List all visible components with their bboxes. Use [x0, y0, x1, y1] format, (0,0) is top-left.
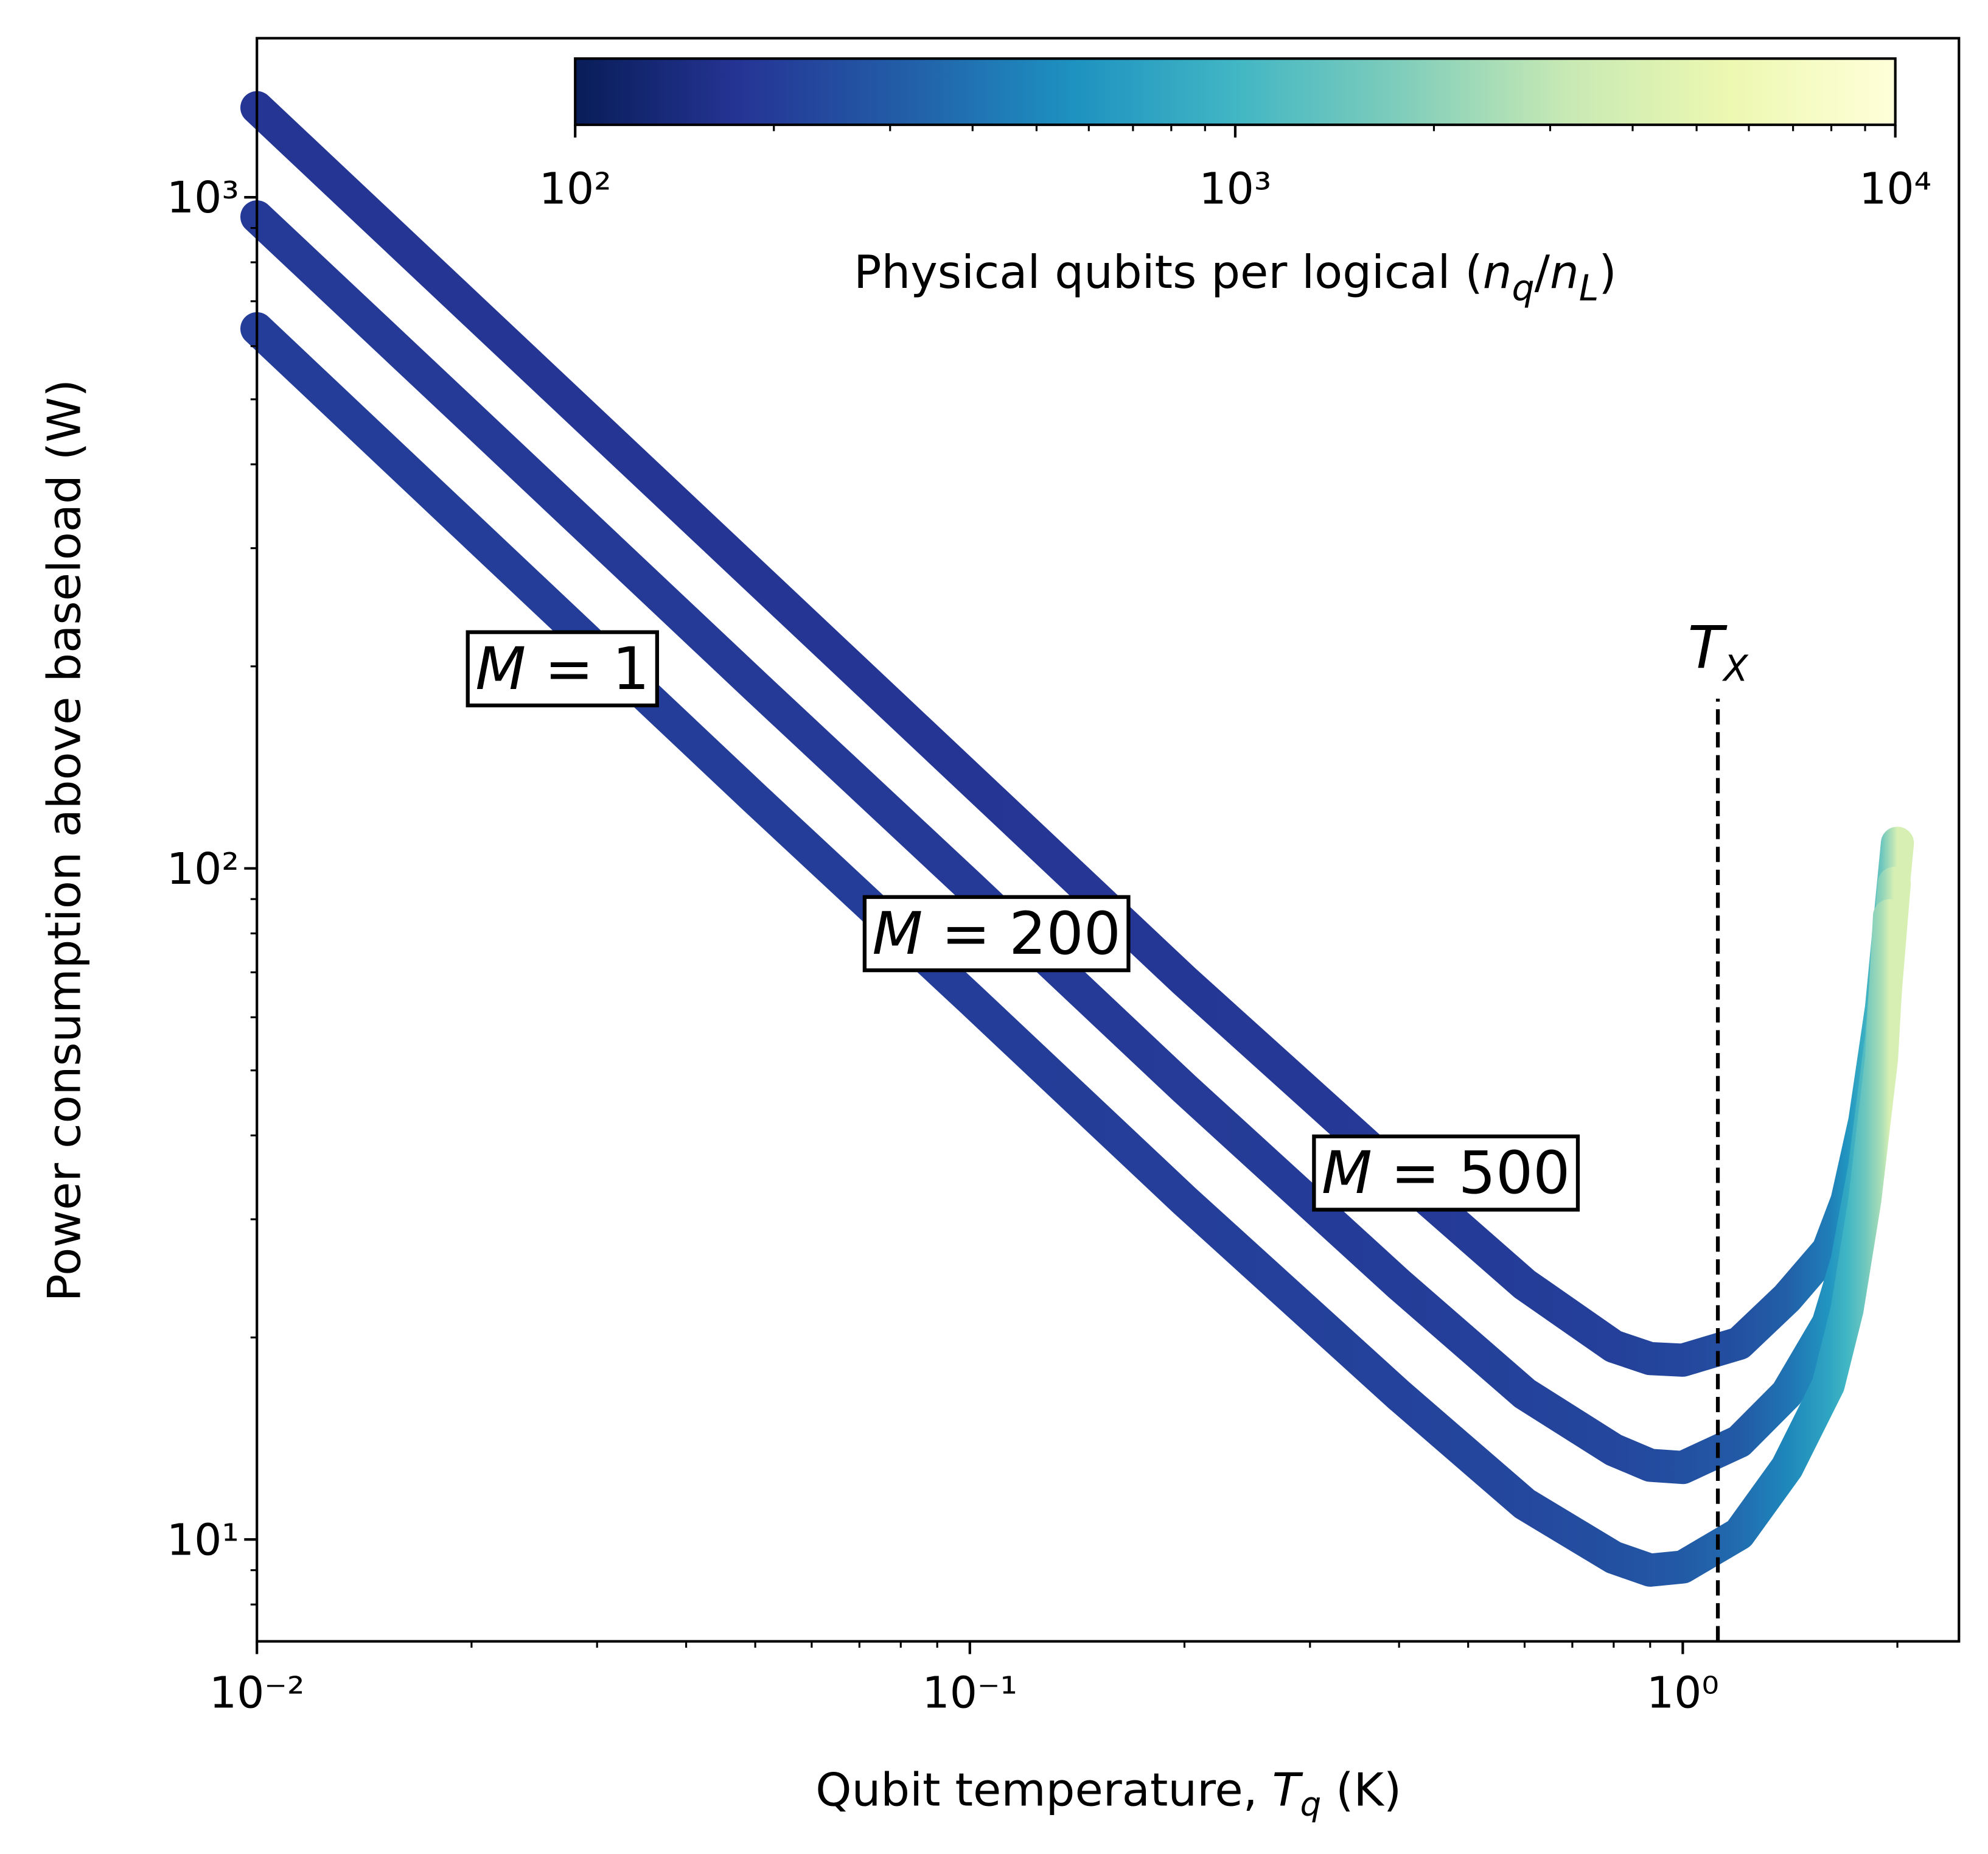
- x-tick-label: 10⁻¹: [923, 1667, 1018, 1718]
- annotation-text: M = 200: [872, 900, 1120, 968]
- annotation-value: = 500: [1372, 1139, 1570, 1207]
- colorbar-label-part: Physical qubits per logical (: [854, 245, 1483, 299]
- colorbar-label-part: n: [1483, 245, 1512, 299]
- x-tick-label: 10⁻²: [209, 1667, 305, 1718]
- colorbar-label-part: q: [1512, 268, 1534, 309]
- series-line: [240, 200, 1911, 1485]
- annotation-value: = 1: [526, 635, 649, 703]
- x-tick-label: 10⁰: [1647, 1667, 1719, 1718]
- annotation-symbol: M: [872, 900, 923, 968]
- colorbar-tick-label: 10³: [1199, 164, 1271, 214]
- colorbar: [574, 57, 1897, 127]
- annotation-text: M = 500: [1322, 1139, 1570, 1207]
- series-annotation: M = 1: [466, 630, 660, 708]
- threshold-label: TX: [1688, 614, 1749, 690]
- annotation-box: [466, 630, 660, 708]
- x-axis-label: Qubit temperature, Tq (K): [815, 1763, 1401, 1824]
- colorbar-tick-label: 10⁴: [1859, 164, 1931, 214]
- annotation-box: [1312, 1134, 1580, 1212]
- series-annotation: M = 200: [862, 895, 1131, 973]
- colorbar-label-part: L: [1579, 268, 1599, 309]
- threshold-symbol: T: [1688, 614, 1728, 682]
- annotation-text: M = 1: [475, 635, 649, 703]
- annotation-box: [862, 895, 1131, 973]
- x-label-text: Qubit temperature,: [815, 1763, 1272, 1817]
- colorbar-label-part: /: [1535, 245, 1550, 299]
- colorbar-label-part: ): [1599, 245, 1616, 299]
- y-tick-label: 10²: [167, 844, 239, 894]
- annotation-symbol: M: [475, 635, 526, 703]
- annotation-value: = 200: [923, 900, 1120, 968]
- annotation-symbol: M: [1322, 1139, 1372, 1207]
- x-label-unit: (K): [1321, 1763, 1401, 1817]
- colorbar-label: Physical qubits per logical (nq/nL): [854, 245, 1617, 309]
- y-axis-label: Power consumption above baseload (W): [37, 379, 91, 1301]
- colorbar-tick-label: 10²: [539, 164, 612, 214]
- x-label-symbol: T: [1272, 1763, 1303, 1817]
- colorbar-label-part: n: [1550, 245, 1579, 299]
- threshold-subscript: X: [1721, 648, 1749, 690]
- x-label-subscript: q: [1300, 1785, 1322, 1824]
- y-tick-label: 10¹: [167, 1514, 239, 1565]
- y-tick-label: 10³: [167, 172, 239, 223]
- plot-frame: [256, 37, 1961, 1643]
- series-annotation: M = 500: [1312, 1134, 1580, 1212]
